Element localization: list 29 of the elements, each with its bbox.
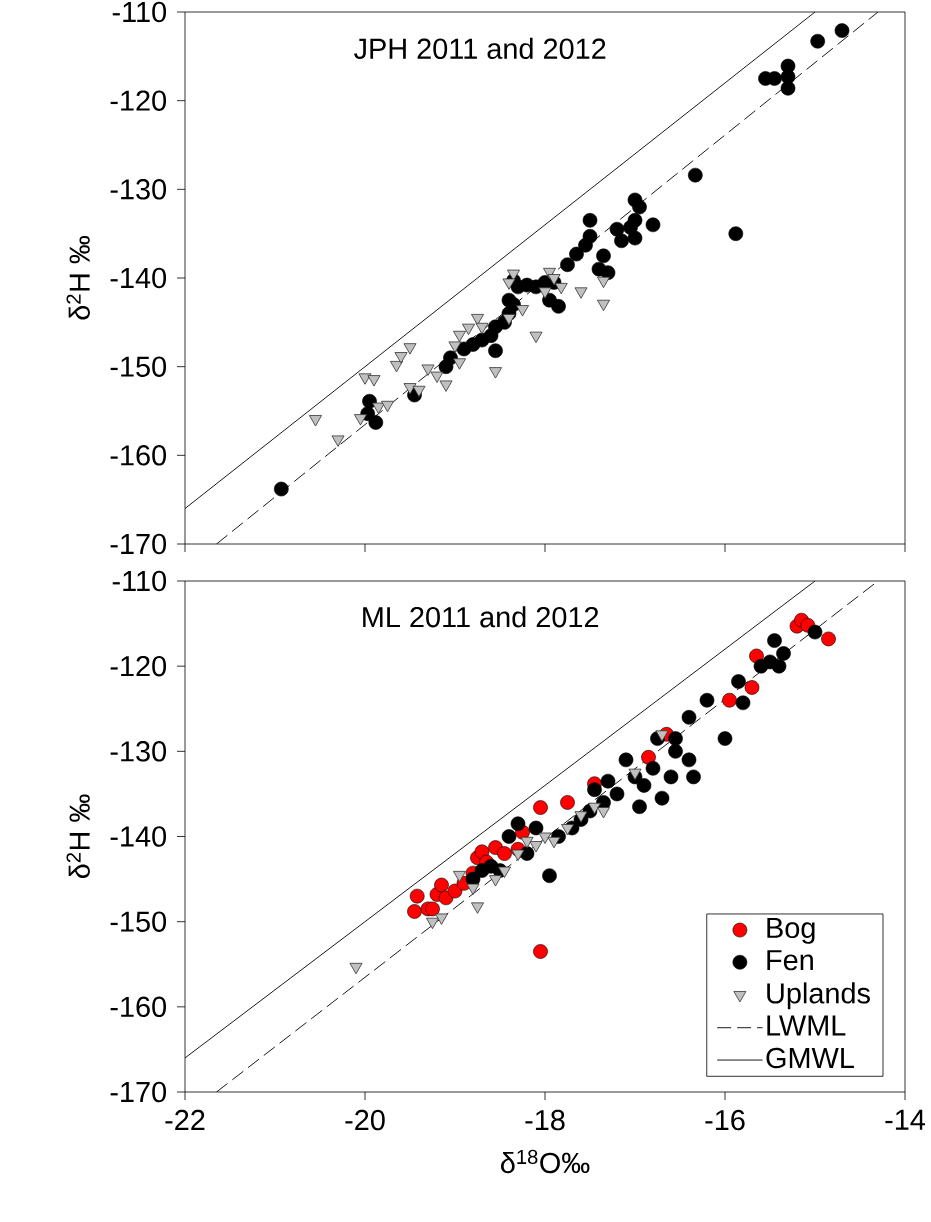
y-tick-label: -140 — [110, 826, 167, 847]
legend-label: Uplands — [767, 982, 870, 1010]
y-tick-label: -140 — [110, 267, 167, 289]
y-tick-label: -120 — [110, 90, 167, 111]
y-axis-title: δ$^{2}$H ‰ — [66, 794, 90, 879]
legend-label: LWML — [767, 1015, 846, 1036]
y-tick-label: -120 — [110, 655, 167, 677]
x-tick-label: -20 — [345, 1109, 385, 1131]
x-tick-label: -18 — [525, 1109, 565, 1131]
legend-label: Bog — [767, 917, 815, 944]
y-tick-label: -130 — [110, 179, 167, 200]
y-tick-label: -170 — [110, 533, 167, 555]
legend-label: GMWL — [766, 1047, 854, 1069]
y-tick-label: -110 — [112, 570, 167, 592]
x-tick-label: -14 — [885, 1109, 926, 1130]
text: ML 2011 and 2012 — [363, 606, 599, 628]
text: JPH 2011 and 2012 — [354, 37, 606, 60]
y-tick-label: -170 — [110, 1081, 167, 1103]
y-tick-label: -150 — [110, 911, 167, 932]
y-tick-label: -130 — [110, 741, 167, 762]
y-axis-title: δ$^{2}$H ‰ — [66, 236, 90, 320]
y-tick-label: -150 — [110, 356, 167, 377]
x-axis-title: δ$^{18}$O‰ — [501, 1149, 590, 1174]
y-tick-label: -160 — [110, 445, 167, 466]
y-tick-label: -110 — [112, 1, 167, 23]
x-tick-label: -16 — [705, 1109, 745, 1131]
x-tick-label: -22 — [165, 1109, 205, 1131]
y-tick-label: -160 — [110, 996, 167, 1018]
legend-label: Fen — [767, 950, 813, 971]
